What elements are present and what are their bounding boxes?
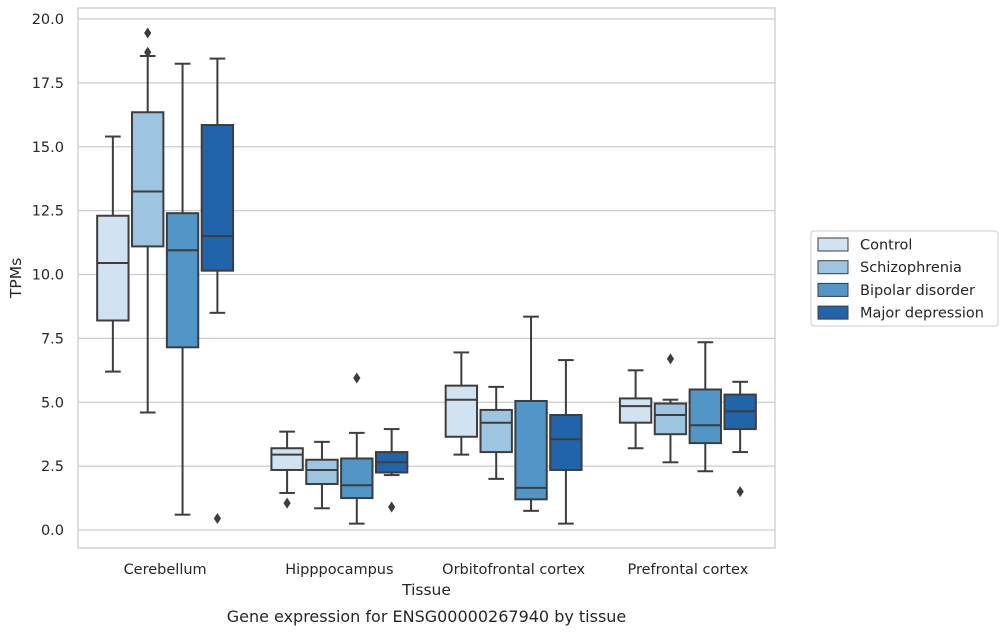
box-iqr	[305, 458, 339, 486]
chart-caption: Gene expression for ENSG00000267940 by t…	[227, 607, 627, 626]
legend-frame	[810, 230, 999, 327]
outlier-point	[213, 513, 221, 525]
y-tick-label: 10.0	[32, 268, 64, 284]
y-tick-label: 20.0	[32, 12, 64, 28]
box-control	[96, 135, 130, 373]
x-axis-ticks: Cerebellum Hipppocampus Orbitofrontal cort…	[124, 562, 749, 578]
y-tick-label: 0.0	[41, 523, 64, 539]
box-iqr	[549, 414, 583, 471]
legend-label: Bipolar disorder	[860, 283, 975, 299]
legend-swatch	[817, 305, 849, 320]
legend-swatch	[817, 260, 849, 275]
y-axis-ticks: 0.0 2.5 5.0 7.5 10.0 12.5 15.0 17.5 20.0	[32, 12, 64, 539]
y-axis-title: TPMs	[7, 258, 25, 299]
box-iqr	[653, 402, 688, 436]
y-tick-label: 15.0	[32, 140, 64, 156]
box-iqr	[200, 124, 235, 272]
box-control	[618, 369, 653, 450]
outlier-point	[283, 497, 291, 509]
box-iqr	[688, 388, 722, 445]
box-iqr	[165, 212, 200, 349]
y-tick-label: 2.5	[41, 459, 64, 475]
outlier-point	[144, 46, 152, 58]
x-tick-label: Orbitofrontal cortex	[442, 562, 585, 578]
box-schizophrenia	[653, 353, 688, 464]
y-tick-label: 17.5	[32, 76, 64, 92]
legend: Control Schizophrenia Bipolar disorder Majo…	[810, 230, 999, 327]
box-bipolar-disorder	[165, 62, 200, 516]
box-iqr	[514, 399, 548, 501]
outlier-point	[736, 486, 744, 498]
x-tick-label: Hipppocampus	[285, 562, 393, 578]
legend-swatch	[817, 282, 849, 297]
box-bipolar-disorder	[514, 315, 548, 512]
box-bipolar-disorder	[340, 372, 374, 525]
box-iqr	[618, 397, 653, 424]
legend-swatch	[817, 237, 849, 252]
box-schizophrenia	[479, 385, 513, 480]
box-major-depression	[549, 359, 583, 525]
box-iqr	[444, 384, 479, 438]
outlier-point	[353, 372, 361, 384]
box-iqr	[131, 111, 165, 248]
box-major-depression	[723, 380, 757, 498]
box-iqr	[479, 408, 513, 454]
y-tick-label: 7.5	[41, 331, 64, 347]
box-iqr	[96, 214, 130, 322]
box-control	[444, 351, 479, 456]
box-iqr	[340, 457, 374, 500]
box-schizophrenia	[305, 440, 339, 510]
box-iqr	[270, 447, 304, 471]
x-tick-label: Prefrontal cortex	[627, 562, 748, 578]
box-major-depression	[374, 428, 409, 513]
box-control	[270, 430, 304, 509]
box-bipolar-disorder	[688, 341, 722, 473]
x-axis-title: Tissue	[401, 581, 451, 599]
y-tick-label: 12.5	[32, 204, 64, 220]
outlier-point	[388, 501, 396, 513]
outlier-point	[666, 353, 675, 365]
x-tick-label: Cerebellum	[124, 562, 207, 578]
plot-frame	[77, 7, 776, 549]
box-schizophrenia	[131, 27, 165, 414]
outlier-point	[144, 27, 152, 39]
legend-label: Major depression	[860, 306, 984, 322]
boxes	[96, 27, 757, 525]
legend-label: Schizophrenia	[860, 260, 962, 276]
legend-label: Control	[860, 238, 912, 254]
y-tick-label: 5.0	[41, 395, 64, 411]
box-major-depression	[200, 57, 235, 525]
